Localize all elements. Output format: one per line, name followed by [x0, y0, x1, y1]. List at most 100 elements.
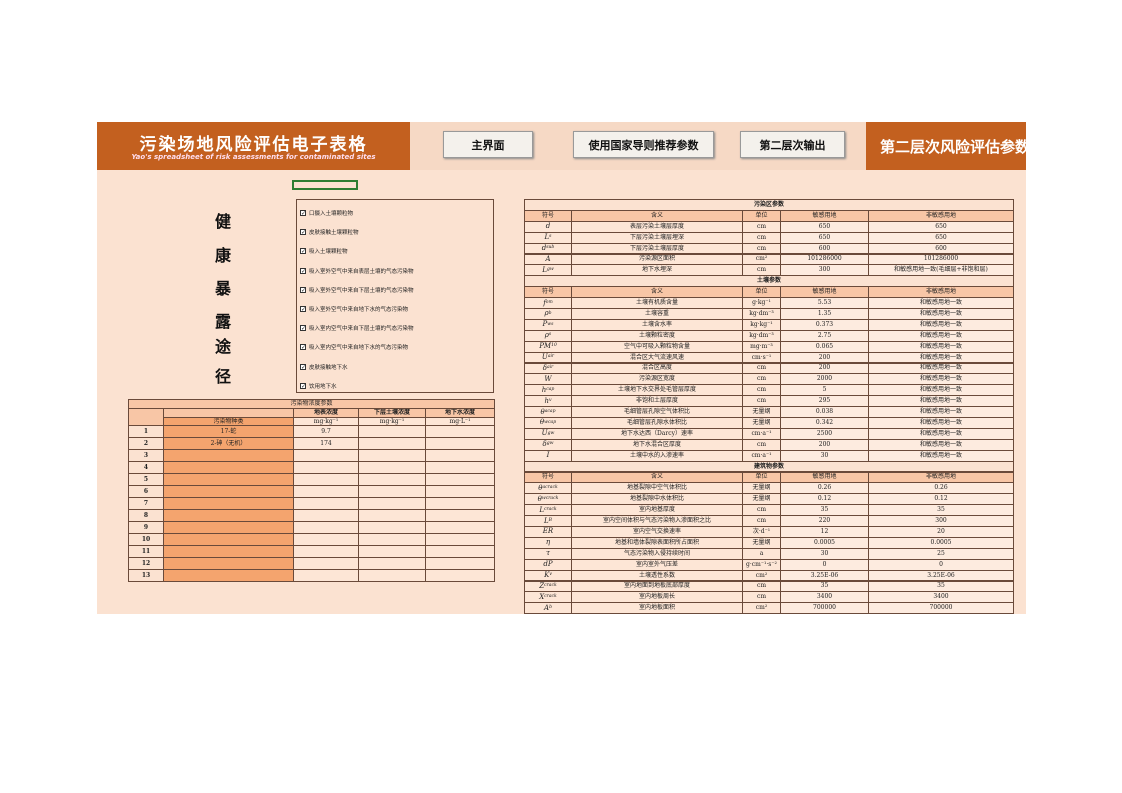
symbol: θ	[537, 494, 542, 503]
symbol-subscript: sub	[546, 245, 555, 251]
symbol: L	[539, 505, 545, 514]
concentration-cell	[293, 569, 359, 582]
symbol: Z	[539, 581, 545, 590]
symbol-subscript: gw	[547, 430, 555, 436]
pathway-checkbox[interactable]: ✓ 吸入室外空气中来自下层土壤的气态污染物	[300, 286, 414, 294]
symbol-subscript: air	[546, 365, 554, 371]
pathway-label: 吸入土壤颗粒物	[309, 249, 348, 256]
main-button[interactable]: 主界面	[443, 131, 533, 158]
symbol-subscript: B	[548, 517, 552, 523]
symbol: W	[544, 374, 552, 383]
concentration-cell	[425, 569, 495, 582]
pathway-checkbox[interactable]: ✓ 皮肤接触土壤颗粒物	[300, 228, 359, 236]
symbol-subscript: crack	[544, 594, 557, 600]
symbol: I	[546, 451, 550, 460]
checkbox[interactable]: ✓	[300, 325, 307, 333]
vertical-title-char: 途	[215, 337, 232, 356]
symbol-subscript: acap	[544, 408, 556, 414]
symbol: d	[545, 222, 551, 231]
pathway-checkbox[interactable]: ✓ 吸入室外空气中来自表层土壤的气态污染物	[300, 267, 414, 275]
header-cell	[128, 408, 164, 426]
vertical-title-char: 径	[215, 367, 232, 386]
symbol: δ	[542, 363, 547, 372]
symbol: P	[542, 320, 548, 329]
pathway-label: 饮用地下水	[309, 383, 337, 390]
checkbox[interactable]: ✓	[300, 286, 307, 294]
symbol: L	[542, 265, 547, 274]
sensitive-value: 700000	[780, 602, 869, 615]
symbol: ER	[542, 527, 554, 536]
symbol: τ	[546, 549, 550, 558]
symbol-subscript: 10	[551, 343, 557, 349]
pathway-label: 吸入室外空气中来自表层土壤的气态污染物	[309, 268, 414, 275]
vertical-title-char: 健	[215, 212, 232, 231]
symbol-subscript: air	[547, 354, 555, 360]
recommend-button[interactable]: 使用国家导则推荐参数	[573, 131, 714, 158]
symbol: θ	[539, 418, 545, 427]
symbol: ρ	[544, 331, 549, 340]
symbol: θ	[540, 407, 545, 416]
symbol: A	[545, 254, 551, 263]
nonsensitive-value: 700000	[868, 602, 1014, 615]
symbol-subscript: wcrack	[541, 495, 559, 501]
pathway-box	[296, 199, 494, 393]
output-button[interactable]: 第二层次输出	[740, 131, 845, 158]
pathway-label: 吸入室内空气中来自地下水的气态污染物	[309, 345, 409, 352]
symbol: f	[543, 298, 546, 307]
symbol-subscript: v	[548, 397, 552, 403]
symbol: A	[544, 603, 550, 612]
pathway-checkbox[interactable]: ✓ 吸入土壤颗粒物	[300, 247, 348, 255]
symbol: d	[541, 244, 547, 253]
symbol-subscript: gw	[546, 267, 554, 273]
checkbox[interactable]: ✓	[300, 382, 307, 390]
vertical-title-char: 康	[215, 246, 232, 265]
concentration-cell	[358, 569, 426, 582]
checkbox[interactable]: ✓	[300, 363, 307, 371]
unit-cell: cm²	[742, 602, 781, 615]
symbol: ρ	[544, 309, 549, 318]
symbol-subscript: gw	[546, 441, 554, 447]
symbol: L	[544, 516, 549, 525]
symbol: δ	[542, 440, 547, 449]
pathway-label: 皮肤接触地下水	[309, 364, 348, 371]
symbol-subscript: crack	[544, 506, 557, 512]
symbol-subscript: b	[548, 310, 552, 316]
symbol: η	[545, 538, 551, 547]
pathway-checkbox[interactable]: ✓ 皮肤接触地下水	[300, 363, 348, 371]
pathway-label: 口摄入土壤颗粒物	[309, 211, 354, 217]
symbol-subscript: acrack	[542, 485, 558, 491]
selected-cell[interactable]	[292, 180, 358, 190]
symbol: PM	[539, 342, 552, 351]
checkbox[interactable]: ✓	[300, 267, 307, 275]
pathway-checkbox[interactable]: ✓ 吸入室内空气中来自地下水的气态污染物	[300, 343, 408, 351]
checkbox[interactable]: ✓	[300, 229, 307, 237]
symbol: θ	[538, 483, 543, 492]
pathway-label: 吸入室外空气中来自下层土壤的气态污染物	[309, 287, 414, 294]
symbol-subscript: s	[549, 234, 552, 240]
symbol-subscript: cap	[546, 386, 555, 392]
symbol-subscript: s	[548, 332, 552, 338]
checkbox[interactable]: ✓	[300, 248, 307, 256]
checkbox[interactable]: ✓	[300, 210, 307, 217]
pathway-checkbox[interactable]: ✓ 饮用地下水	[300, 382, 337, 390]
app-subtitle: Yao's spreadsheet of risk assessments fo…	[131, 153, 376, 161]
symbol-subscript: b	[549, 604, 552, 610]
symbol: h	[544, 396, 549, 405]
checkbox[interactable]: ✓	[300, 344, 307, 352]
pollutant-name	[163, 569, 294, 582]
symbol: dP	[543, 560, 553, 569]
symbol-subscript: om	[545, 299, 553, 305]
checkbox[interactable]: ✓	[300, 306, 307, 313]
pathway-label: 皮肤接触土壤颗粒物	[309, 230, 359, 237]
pathway-checkbox[interactable]: ✓ 吸入室外空气中来自地下水的气态污染物	[300, 305, 408, 313]
pathway-label: 吸入室外空气中来自地下水的气态污染物	[309, 307, 409, 313]
symbol: X	[539, 592, 545, 601]
pathway-checkbox[interactable]: ✓ 吸入室内空气中来自下层土壤的气态污染物	[300, 324, 414, 332]
vertical-title-char: 暴	[215, 279, 232, 298]
symbol: U	[541, 353, 548, 362]
symbol: K	[544, 571, 550, 580]
vertical-title-char: 露	[215, 312, 232, 331]
pathway-checkbox[interactable]: ✓ 口摄入土壤颗粒物	[300, 209, 353, 217]
